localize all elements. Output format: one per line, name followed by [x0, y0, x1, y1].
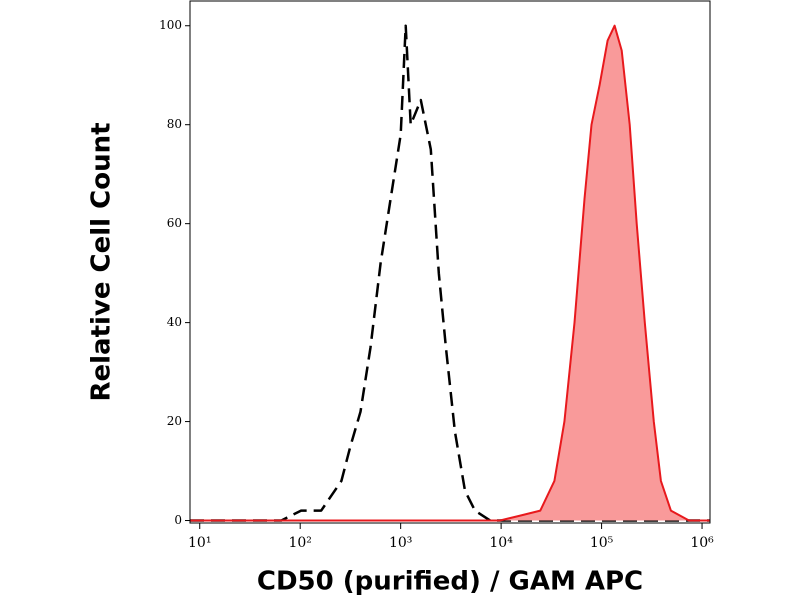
y-axis-title: Relative Cell Count [87, 122, 117, 401]
x-tick-label: 10¹ [188, 535, 211, 551]
x-axis-title: CD50 (purified) / GAM APC [257, 567, 643, 597]
x-tick-label: 10³ [389, 535, 412, 551]
y-tick-label: 20 [167, 414, 182, 428]
x-tick-label: 10⁵ [590, 535, 614, 551]
y-tick-label: 60 [167, 216, 182, 230]
histogram-line [190, 24, 710, 522]
y-tick-label: 80 [167, 117, 182, 131]
x-tick-label: 10² [288, 535, 311, 551]
histogram-line [190, 24, 710, 522]
plot-frame [189, 0, 711, 524]
y-tick-label: 40 [167, 315, 182, 329]
x-tick-label: 10⁴ [489, 535, 513, 551]
histogram-area [190, 25, 710, 521]
y-tick-label: 100 [159, 18, 182, 32]
y-tick-label: 0 [174, 513, 182, 527]
x-tick-label: 10⁶ [690, 535, 714, 551]
